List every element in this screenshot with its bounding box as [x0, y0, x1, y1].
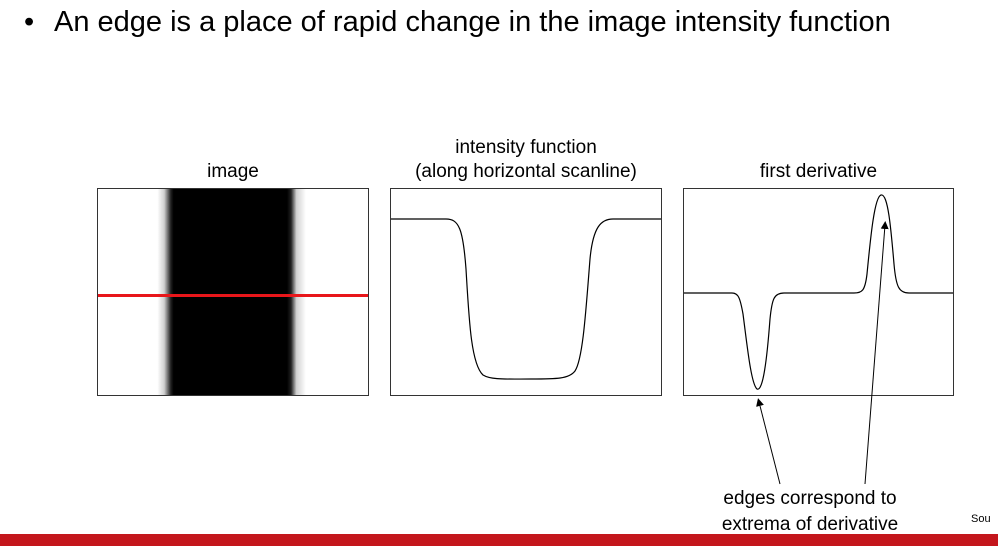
image-panel-title: image [207, 161, 259, 182]
source-text: Sou [971, 513, 991, 525]
bullet-point: • An edge is a place of rapid change in t… [24, 2, 891, 42]
horizontal-scanline [98, 294, 368, 297]
arrow-to-minimum [756, 398, 781, 485]
intensity-panel-title-line2: (along horizontal scanline) [415, 161, 637, 182]
intensity-curve [391, 218, 661, 380]
intensity-curve-svg [391, 218, 661, 380]
dark-vertical-band [98, 189, 368, 395]
annotation-caption: edges correspond to extrema of derivativ… [710, 486, 910, 538]
annotation-line2: extrema of derivative [721, 514, 899, 535]
bullet-text: An edge is a place of rapid change in th… [54, 6, 891, 38]
image-panel [97, 188, 369, 396]
arrow-to-maximum [864, 221, 889, 485]
annotation-line1: edges correspond to [723, 488, 897, 509]
derivative-panel [683, 188, 954, 396]
derivative-curve [684, 194, 953, 390]
derivative-curve-svg [684, 194, 953, 390]
intensity-panel [390, 188, 662, 396]
intensity-panel-title-line1: intensity function [455, 137, 597, 158]
derivative-panel-title: first derivative [759, 161, 878, 182]
bullet-marker: • [24, 6, 35, 38]
bottom-accent-bar [0, 534, 998, 546]
